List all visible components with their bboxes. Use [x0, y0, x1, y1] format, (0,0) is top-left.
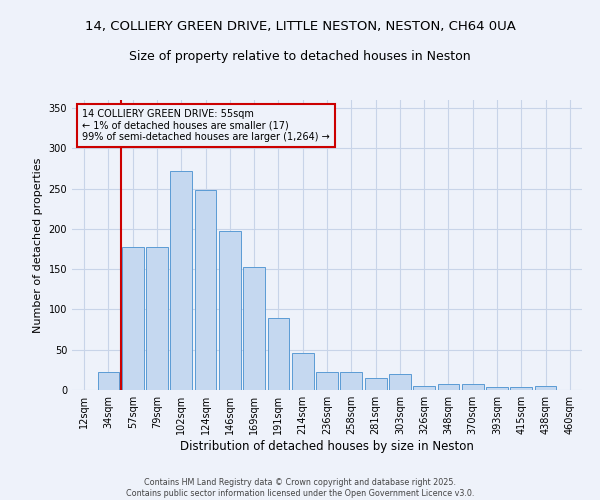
Bar	[219, 230, 241, 390]
Bar	[243, 267, 265, 390]
Bar	[413, 386, 435, 390]
Bar	[97, 372, 119, 390]
Bar	[486, 387, 508, 390]
Bar	[365, 378, 386, 390]
Bar	[340, 372, 362, 390]
Bar	[316, 372, 338, 390]
Bar	[122, 246, 143, 390]
Bar	[462, 384, 484, 390]
Bar	[292, 353, 314, 390]
Bar	[146, 246, 168, 390]
Text: Size of property relative to detached houses in Neston: Size of property relative to detached ho…	[129, 50, 471, 63]
Text: 14 COLLIERY GREEN DRIVE: 55sqm
← 1% of detached houses are smaller (17)
99% of s: 14 COLLIERY GREEN DRIVE: 55sqm ← 1% of d…	[82, 108, 330, 142]
Text: Contains HM Land Registry data © Crown copyright and database right 2025.
Contai: Contains HM Land Registry data © Crown c…	[126, 478, 474, 498]
Bar	[437, 384, 460, 390]
Bar	[268, 318, 289, 390]
Bar	[511, 387, 532, 390]
X-axis label: Distribution of detached houses by size in Neston: Distribution of detached houses by size …	[180, 440, 474, 453]
Bar	[389, 374, 411, 390]
Bar	[194, 190, 217, 390]
Text: 14, COLLIERY GREEN DRIVE, LITTLE NESTON, NESTON, CH64 0UA: 14, COLLIERY GREEN DRIVE, LITTLE NESTON,…	[85, 20, 515, 33]
Bar	[170, 171, 192, 390]
Y-axis label: Number of detached properties: Number of detached properties	[33, 158, 43, 332]
Bar	[535, 386, 556, 390]
